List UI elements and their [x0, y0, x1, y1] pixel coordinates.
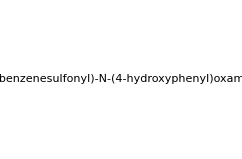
Text: N'-(benzenesulfonyl)-N-(4-hydroxyphenyl)oxamide: N'-(benzenesulfonyl)-N-(4-hydroxyphenyl)…	[0, 75, 242, 84]
